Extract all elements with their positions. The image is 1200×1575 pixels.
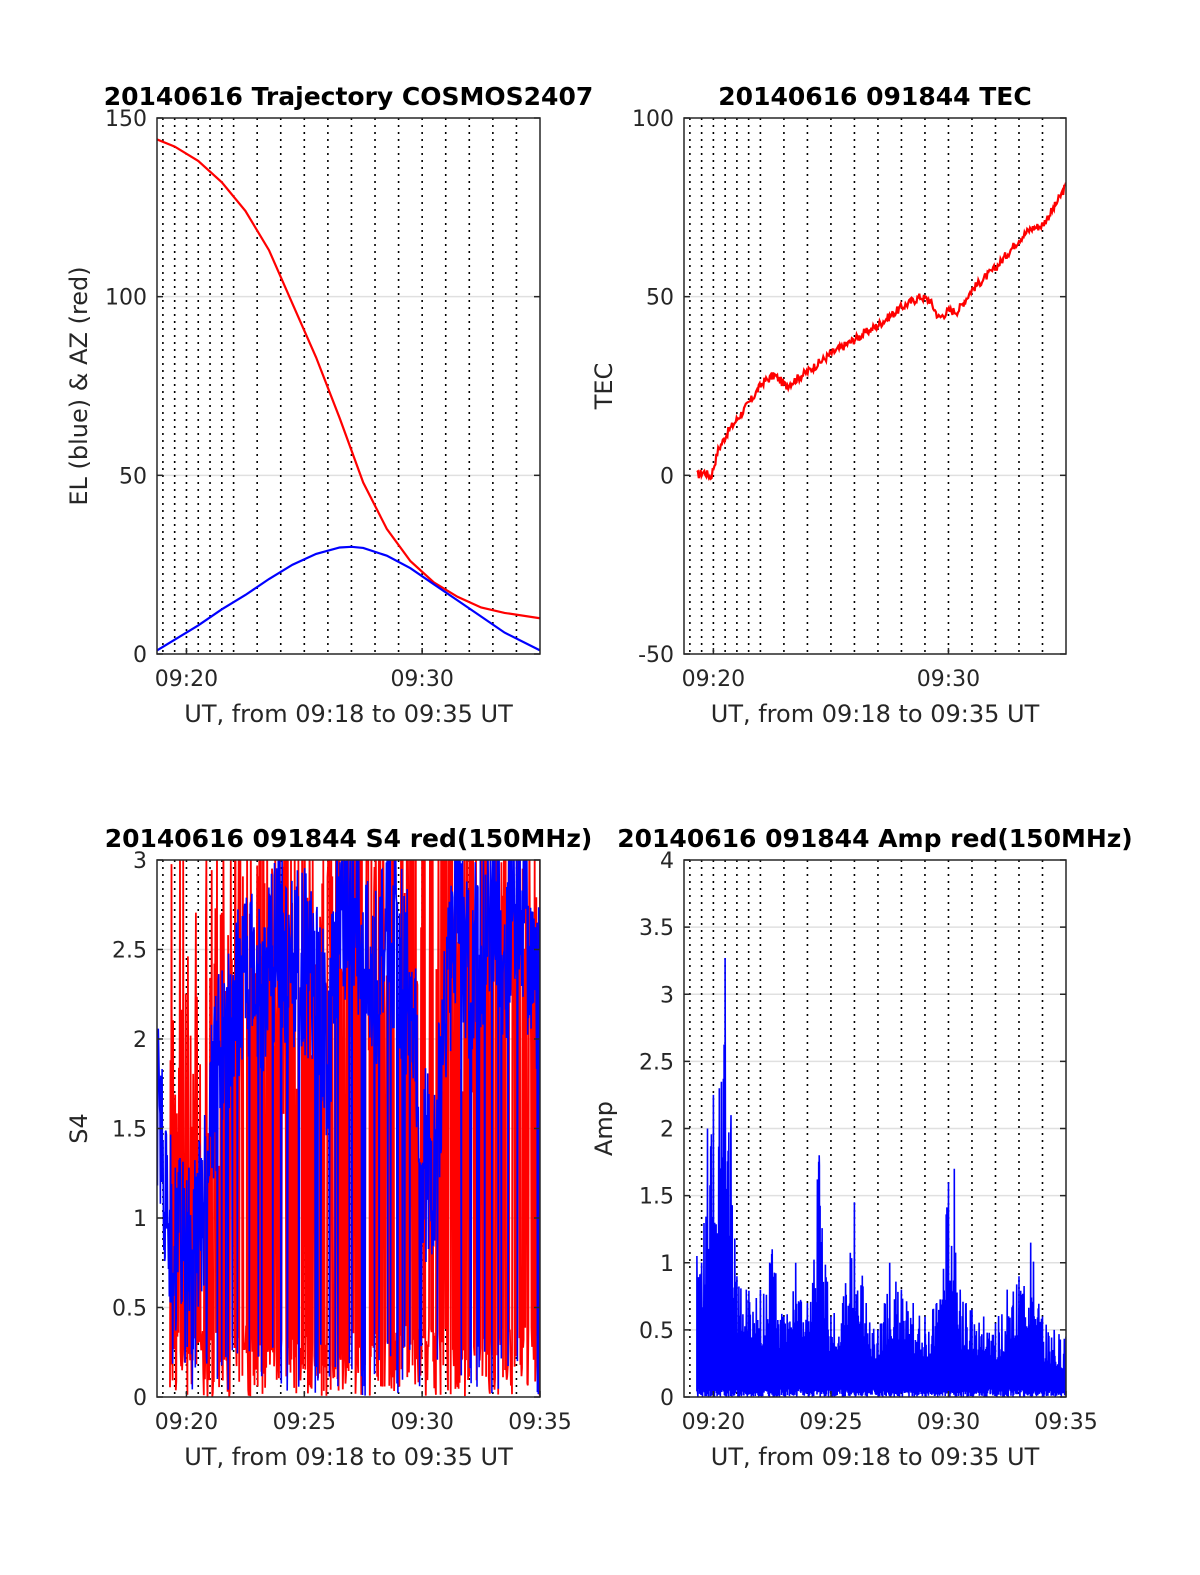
x-tick-label: 09:30 (390, 1410, 453, 1435)
plot-area (696, 182, 1066, 482)
chart-panel-1: 0 50 100 150 09:20 09:30 20140616 Trajectory C… (65, 82, 593, 728)
y-tick-label: 2 (133, 1028, 147, 1053)
x-tick-label: 09:35 (508, 1410, 571, 1435)
y-tick-label: 0 (660, 1386, 674, 1411)
x-axis-label: UT, from 09:18 to 09:35 UT (711, 700, 1040, 728)
chart-panel-3: 0 0.5 1 1.5 2 2.5 3 09:20 09:25 09:30 09:35 2014061… (65, 824, 593, 1471)
y-tick-label: 0 (133, 643, 147, 668)
x-axis-label: UT, from 09:18 to 09:35 UT (184, 700, 513, 728)
x-tick-label: 09:25 (799, 1410, 862, 1435)
y-axis-label: TEC (590, 363, 618, 411)
y-tick-label: 100 (105, 286, 147, 311)
x-tick-label: 09:20 (682, 667, 745, 692)
x-tick-label: 09:20 (155, 667, 218, 692)
plot-area (157, 860, 540, 1397)
y-tick-label: 1.5 (639, 1185, 674, 1210)
y-axis-label: EL (blue) & AZ (red) (65, 266, 93, 505)
series-line-s4-blue (157, 860, 540, 1396)
y-tick-label: 3 (133, 849, 147, 874)
y-tick-label: 1.5 (112, 1118, 147, 1143)
axes-box (156, 117, 541, 655)
y-tick-label: 150 (105, 107, 147, 132)
y-axis-label: S4 (65, 1113, 93, 1144)
y-tick-label: 2.5 (112, 939, 147, 964)
axes-box (683, 117, 1067, 655)
x-tick-label: 09:20 (155, 1410, 218, 1435)
chart-panel-2: -50 0 50 100 09:20 09:30 20140616 091844 TEC UT… (590, 82, 1067, 728)
series-line-az-red (157, 138, 540, 620)
y-tick-label: 0 (133, 1386, 147, 1411)
y-tick-label: 2.5 (639, 1050, 674, 1075)
x-tick-label: 09:30 (917, 667, 980, 692)
chart-title: 20140616 091844 TEC (718, 82, 1031, 111)
y-tick-label: 0 (660, 464, 674, 489)
series-line-tec (696, 182, 1066, 482)
y-tick-label: 50 (646, 286, 674, 311)
y-tick-label: 3 (660, 983, 674, 1008)
chart-title: 20140616 Trajectory COSMOS2407 (104, 82, 594, 111)
chart-panel-4: 0 0.5 1 1.5 2 2.5 3 3.5 4 09:20 09:25 09:30 09:35 201… (590, 824, 1133, 1471)
x-tick-label: 09:20 (682, 1410, 745, 1435)
y-tick-label: -50 (638, 643, 674, 668)
y-tick-label: 4 (660, 849, 674, 874)
x-axis-label: UT, from 09:18 to 09:35 UT (711, 1443, 1040, 1471)
plot-area (157, 138, 540, 652)
x-tick-label: 09:30 (390, 667, 453, 692)
y-tick-label: 50 (119, 464, 147, 489)
series-line-el-blue (157, 545, 540, 652)
y-tick-label: 0.5 (639, 1319, 674, 1344)
x-tick-label: 09:25 (273, 1410, 336, 1435)
y-tick-label: 2 (660, 1118, 674, 1143)
x-axis-label: UT, from 09:18 to 09:35 UT (184, 1443, 513, 1471)
y-tick-label: 1 (133, 1207, 147, 1232)
chart-title: 20140616 091844 S4 red(150MHz) (105, 824, 593, 853)
y-tick-label: 1 (660, 1252, 674, 1277)
x-tick-label: 09:35 (1034, 1410, 1097, 1435)
y-axis-label: Amp (590, 1101, 618, 1156)
y-tick-label: 3.5 (639, 916, 674, 941)
y-tick-label: 0.5 (112, 1297, 147, 1322)
y-tick-label: 100 (632, 107, 674, 132)
chart-title: 20140616 091844 Amp red(150MHz) (617, 824, 1133, 853)
x-tick-label: 09:30 (917, 1410, 980, 1435)
